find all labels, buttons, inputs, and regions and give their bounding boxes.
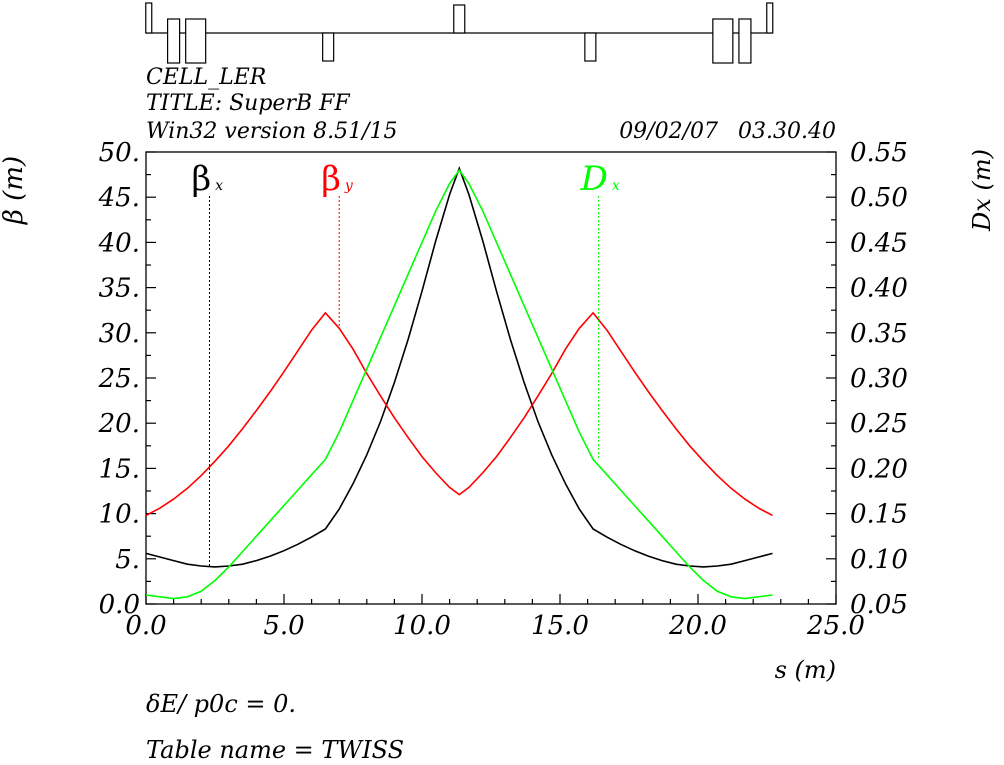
y-right-tick-label: 0.55 [850,138,908,168]
y-right-tick-label: 0.35 [850,319,908,349]
quadrupole-magnet [738,18,752,64]
y-left-tick-label: 0.0 [99,590,140,620]
y-left-tick-label: 15. [99,454,140,484]
axis-ticks: 0.0 5.0 10.0 15.0 20.0 25.0 0.0 5. 10. 15. 20. 25. 3… [98,138,908,641]
x-tick-label: 25.0 [806,611,865,641]
table-name: Table name = TWISS [146,736,404,764]
y-right-tick-label: 0.40 [850,274,908,304]
delta-parameter: δE/ p0c = 0. [146,690,296,718]
quadrupole-magnet [322,32,335,62]
plot-frame [145,151,837,605]
quadrupole-magnet [185,18,207,64]
y-left-tick-label: 45. [98,183,140,213]
y-left-tick-label: 25. [98,364,140,394]
y-right-tick-label: 0.25 [850,409,908,439]
y-right-tick-label: 0.50 [850,183,908,213]
series-beta-x-line [145,165,773,568]
y-left-tick-label: 50. [99,138,140,168]
header-line-3: Win32 version 8.51/15 [146,119,398,144]
x-tick-label: 5.0 [263,611,304,641]
quadrupole-magnet [584,32,597,62]
quadrupole-magnet [145,2,153,34]
y-left-axis-title: β (m) [0,156,29,225]
y-right-tick-label: 0.05 [850,590,908,620]
x-tick-label: 0.0 [125,611,166,641]
header-time: 03.30.40 [738,119,836,144]
y-left-tick-label: 20. [98,409,140,439]
quadrupole-magnet [766,2,774,34]
series-dx-line [145,168,773,600]
header-date: 09/02/07 [619,119,718,144]
x-tick-label: 10.0 [393,611,451,641]
quadrupole-magnet [453,4,466,34]
y-right-axis-title: Dx (m) [968,149,996,232]
header-line-1: CELL_LER [146,65,266,90]
y-right-tick-label: 0.30 [850,364,908,394]
y-right-tick-label: 0.45 [850,228,908,258]
y-left-tick-label: 10. [99,500,140,530]
header-line-2: TITLE: SuperB FF [146,91,350,116]
y-left-tick-label: 30. [99,319,140,349]
x-tick-label: 15.0 [531,611,589,641]
y-right-tick-label: 0.20 [850,454,908,484]
quadrupole-magnet [167,18,181,64]
y-left-tick-label: 5. [115,545,140,575]
x-tick-label: 20.0 [668,611,727,641]
lattice-schematic [145,2,774,64]
y-left-tick-label: 40. [98,228,140,258]
y-right-tick-label: 0.15 [850,500,908,530]
data-series [145,165,773,600]
series-beta-y-line [145,311,773,517]
y-left-tick-label: 35. [99,274,140,304]
quadrupole-magnet [712,18,734,64]
y-right-tick-label: 0.10 [850,545,908,575]
x-axis-title: s (m) [775,656,836,684]
